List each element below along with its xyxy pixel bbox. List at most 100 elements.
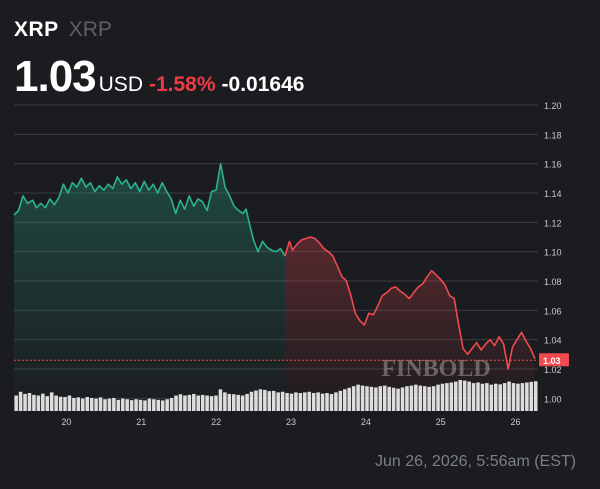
- volume-bar: [347, 387, 351, 411]
- volume-bar: [400, 387, 405, 411]
- downtrend-area: [285, 237, 535, 413]
- price-row: 1.03 USD -1.58% -0.01646: [14, 52, 594, 101]
- volume-bar: [360, 385, 365, 411]
- volume-bar: [147, 398, 152, 411]
- volume-bar: [183, 395, 187, 411]
- volume-bar: [218, 389, 223, 411]
- volume-bar: [76, 397, 81, 411]
- volume-bar: [192, 393, 196, 411]
- y-tick-label: 1.10: [544, 248, 562, 258]
- volume-bar: [36, 395, 41, 411]
- volume-bar: [378, 386, 383, 411]
- x-tick-label: 26: [511, 417, 521, 427]
- volume-bar: [449, 382, 454, 411]
- volume-bar: [391, 387, 396, 411]
- volume-bar: [249, 391, 254, 411]
- volume-bar: [27, 393, 32, 411]
- volume-bar: [489, 384, 494, 411]
- volume-bar: [94, 398, 98, 411]
- price-line: [13, 162, 536, 370]
- x-tick-label: 21: [136, 417, 146, 427]
- uptrend-line: [13, 162, 286, 257]
- volume-bar: [138, 399, 143, 411]
- volume-bar: [520, 383, 525, 411]
- volume-bar: [227, 393, 232, 411]
- volume-bar: [303, 392, 307, 411]
- x-tick-label: 24: [361, 417, 371, 427]
- volume-bar: [231, 394, 236, 411]
- volume-bar: [445, 383, 449, 411]
- volume-bar: [440, 383, 445, 411]
- ticker-row: XRP XRP: [14, 18, 594, 48]
- volume-bar: [178, 394, 183, 411]
- volume-bar: [32, 394, 36, 411]
- volume-bar: [205, 395, 209, 411]
- volume-bar: [81, 398, 85, 411]
- volume-bar: [485, 383, 489, 411]
- volume-bar: [338, 390, 343, 411]
- change-absolute: -0.01646: [221, 73, 305, 96]
- volume-bar: [276, 392, 280, 411]
- volume-bar: [134, 399, 138, 411]
- volume-bar: [187, 394, 192, 411]
- volume-bar: [365, 386, 369, 411]
- volume-bar: [169, 397, 174, 411]
- volume-bar: [67, 395, 72, 411]
- volume-bar: [240, 395, 245, 411]
- volume-bar: [351, 386, 356, 411]
- volume-bar: [223, 392, 227, 411]
- volume-bar: [200, 394, 205, 411]
- volume-bar: [143, 400, 147, 411]
- volume-bar: [329, 393, 334, 411]
- volume-bar: [396, 388, 400, 411]
- volume-bar: [54, 395, 58, 411]
- volume-bar: [245, 393, 249, 411]
- volume-bar: [298, 393, 303, 411]
- volume-bar: [356, 384, 360, 411]
- volume-bar: [23, 393, 27, 411]
- volume-bar: [436, 384, 440, 411]
- volume-bar: [427, 386, 431, 411]
- volume-bar: [498, 384, 502, 411]
- x-tick-label: 23: [286, 417, 296, 427]
- volume-bar: [454, 381, 458, 411]
- volume-bar: [174, 395, 178, 411]
- volume-bar: [156, 399, 161, 411]
- volume-bar: [334, 392, 338, 411]
- volume-bar: [112, 397, 116, 411]
- volume-bar: [120, 398, 125, 411]
- y-tick-label: 1.02: [544, 365, 562, 375]
- volume-bar: [471, 383, 476, 411]
- volume-bar: [18, 391, 23, 411]
- volume-bar: [45, 396, 50, 411]
- volume-bar: [63, 397, 67, 411]
- current-price-tag: [539, 353, 569, 367]
- volume-bar: [236, 394, 240, 411]
- volume-bar: [476, 382, 480, 411]
- volume-bar: [267, 391, 272, 411]
- timestamp: Jun 26, 2026, 5:56am (EST): [375, 453, 576, 470]
- volume-bar: [458, 380, 463, 411]
- volume-bar: [196, 395, 201, 411]
- volume-bar: [107, 398, 112, 411]
- volume-bar: [116, 399, 121, 411]
- y-tick-label: 1.06: [544, 306, 562, 316]
- volume-bar: [414, 384, 418, 411]
- volume-bar: [418, 385, 423, 411]
- volume-bar: [533, 381, 538, 411]
- volume-bar: [98, 397, 103, 411]
- y-tick-label: 1.20: [544, 101, 562, 111]
- x-tick-label: 20: [61, 417, 71, 427]
- volume-bar: [49, 392, 54, 411]
- volume-bar: [258, 389, 263, 411]
- volume-bar: [72, 397, 76, 411]
- y-tick-label: 1.16: [544, 160, 562, 170]
- volume-bar: [307, 391, 312, 411]
- volume-bar: [89, 397, 94, 411]
- volume-bar: [165, 399, 169, 411]
- volume-bar: [325, 393, 329, 411]
- volume-bar: [214, 395, 218, 411]
- volume-bar: [525, 382, 529, 411]
- x-tick-label: 25: [436, 417, 446, 427]
- x-axis: 20 21 22 23 24 25 26: [61, 417, 520, 427]
